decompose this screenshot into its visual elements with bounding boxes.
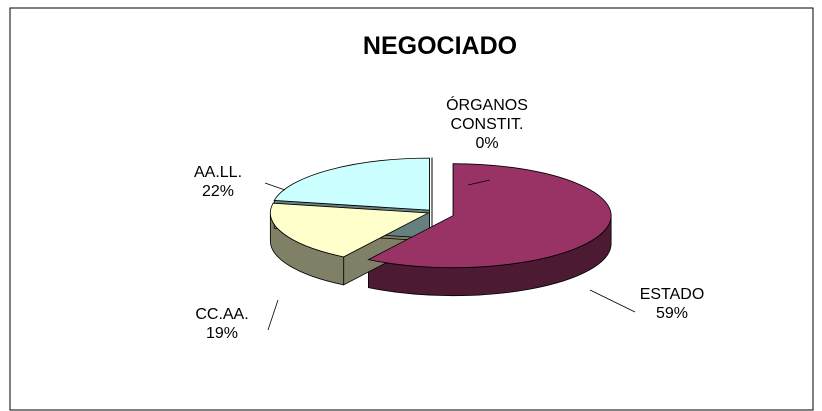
slice-top (367, 163, 612, 269)
slice-top (269, 202, 430, 258)
data-label: ESTADO 59% (622, 285, 722, 323)
category-label: ESTADO (639, 286, 705, 303)
data-label: AA.LL. 22% (168, 163, 268, 201)
value-label: 59% (655, 305, 689, 322)
value-label: 19% (205, 325, 239, 342)
category-label: AA.LL. (193, 164, 243, 181)
chart-title: NEGOCIADO (362, 32, 518, 60)
value-label: 0% (475, 135, 499, 152)
data-label: ÓRGANOS CONSTIT. 0% (437, 96, 537, 153)
leader-line (267, 299, 279, 331)
leader-line (589, 289, 636, 313)
category-label: ÓRGANOS CONSTIT. (446, 97, 528, 133)
value-label: 22% (201, 183, 235, 200)
leader-line (467, 179, 491, 186)
data-label: CC.AA. 19% (172, 305, 272, 343)
slice-top (273, 157, 430, 211)
category-label: CC.AA. (195, 306, 249, 323)
leader-line (264, 182, 286, 191)
